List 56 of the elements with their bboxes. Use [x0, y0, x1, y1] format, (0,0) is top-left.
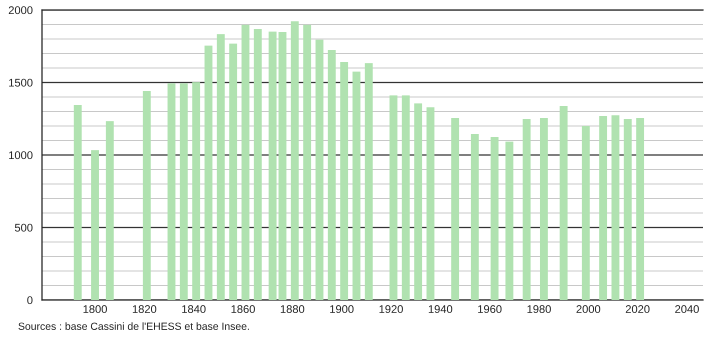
bar — [106, 121, 114, 300]
bar — [560, 106, 568, 300]
bar — [522, 119, 531, 300]
bar — [390, 95, 398, 300]
bar — [540, 118, 548, 300]
bar — [192, 82, 200, 300]
x-tick-label: 2040 — [675, 305, 699, 314]
x-tick-label: 1820 — [132, 305, 156, 314]
bar — [229, 44, 238, 300]
bar — [414, 103, 422, 300]
x-tick-label: 1860 — [232, 305, 255, 314]
bar — [204, 46, 212, 300]
y-tick-label: 1500 — [9, 78, 33, 87]
bar — [242, 24, 250, 300]
bar — [254, 28, 262, 300]
bar — [180, 83, 188, 300]
x-tick-label: 1940 — [428, 305, 452, 314]
bar — [352, 72, 360, 300]
bar — [451, 118, 460, 300]
x-tick-label: 1920 — [379, 305, 403, 314]
bar — [611, 115, 620, 300]
bar — [636, 118, 644, 300]
bar — [582, 126, 590, 300]
bar — [168, 83, 176, 300]
y-tick-label: 1000 — [9, 151, 33, 160]
bar — [505, 142, 514, 300]
bar — [364, 63, 373, 300]
bar — [490, 137, 499, 300]
bar — [216, 34, 225, 300]
bar — [91, 150, 99, 300]
bar — [599, 116, 608, 300]
y-tick-label: 2000 — [8, 6, 33, 14]
y-tick-label: 500 — [14, 224, 33, 232]
x-tick-label: 1960 — [478, 305, 502, 314]
bar — [268, 32, 277, 300]
source-note: Sources : base Cassini de l'EHESS et base Insee. — [18, 322, 249, 330]
bar — [278, 32, 286, 300]
bar — [470, 134, 479, 300]
y-tick-label: 0 — [27, 296, 33, 304]
bar — [402, 95, 410, 300]
bar — [316, 40, 324, 300]
x-tick-label: 1880 — [280, 305, 304, 314]
bar — [290, 21, 299, 300]
bar — [142, 91, 151, 300]
x-tick-label: 2020 — [626, 305, 650, 314]
x-tick-label: 1900 — [330, 305, 354, 314]
x-tick-label: 1980 — [527, 305, 551, 314]
x-tick-label: 1800 — [84, 305, 107, 314]
bar — [328, 50, 336, 300]
bar — [624, 119, 632, 300]
x-tick-label: 2000 — [576, 305, 600, 314]
bar — [303, 24, 312, 300]
bar — [426, 107, 434, 300]
bar — [340, 62, 348, 300]
x-tick-label: 1840 — [182, 305, 206, 314]
bar — [74, 104, 82, 300]
